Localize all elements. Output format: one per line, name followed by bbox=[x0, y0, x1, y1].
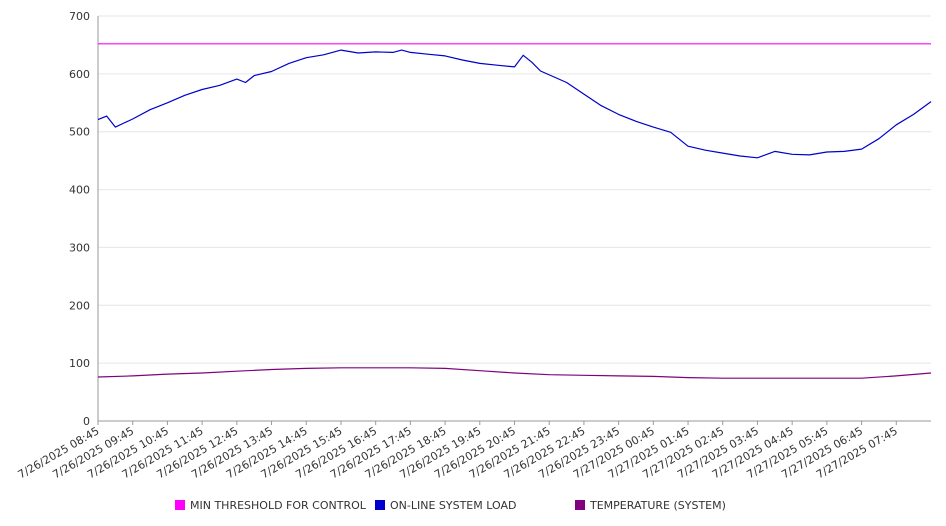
legend-label: MIN THRESHOLD FOR CONTROL bbox=[190, 499, 367, 512]
y-tick-label: 400 bbox=[69, 184, 90, 197]
legend-label: TEMPERATURE (SYSTEM) bbox=[589, 499, 726, 512]
grid-lines bbox=[98, 15, 931, 364]
series-line-on-line-system-load bbox=[97, 49, 932, 159]
series-line-temperature-system bbox=[97, 367, 932, 379]
legend-swatch bbox=[375, 500, 385, 510]
legend-item: TEMPERATURE (SYSTEM) bbox=[575, 499, 726, 512]
series-lines bbox=[97, 43, 932, 379]
y-tick-label: 600 bbox=[69, 68, 90, 81]
legend-item: ON-LINE SYSTEM LOAD bbox=[375, 499, 516, 512]
axes bbox=[97, 16, 931, 425]
y-tick-label: 500 bbox=[69, 126, 90, 139]
legend-swatch bbox=[175, 500, 185, 510]
legend-swatch bbox=[575, 500, 585, 510]
legend-label: ON-LINE SYSTEM LOAD bbox=[390, 499, 516, 512]
y-tick-label: 100 bbox=[69, 357, 90, 370]
x-tick-labels: 7/26/2025 08:457/26/2025 09:457/26/2025 … bbox=[16, 424, 900, 481]
y-tick-labels: 0 100 200 300 400 500 600 700 bbox=[69, 10, 90, 428]
y-tick-label: 200 bbox=[69, 299, 90, 312]
y-tick-label: 0 bbox=[83, 415, 90, 428]
legend-item: MIN THRESHOLD FOR CONTROL bbox=[175, 499, 367, 512]
y-tick-label: 700 bbox=[69, 10, 90, 23]
y-tick-label: 300 bbox=[69, 241, 90, 254]
legend: MIN THRESHOLD FOR CONTROL ON-LINE SYSTEM … bbox=[175, 499, 726, 512]
